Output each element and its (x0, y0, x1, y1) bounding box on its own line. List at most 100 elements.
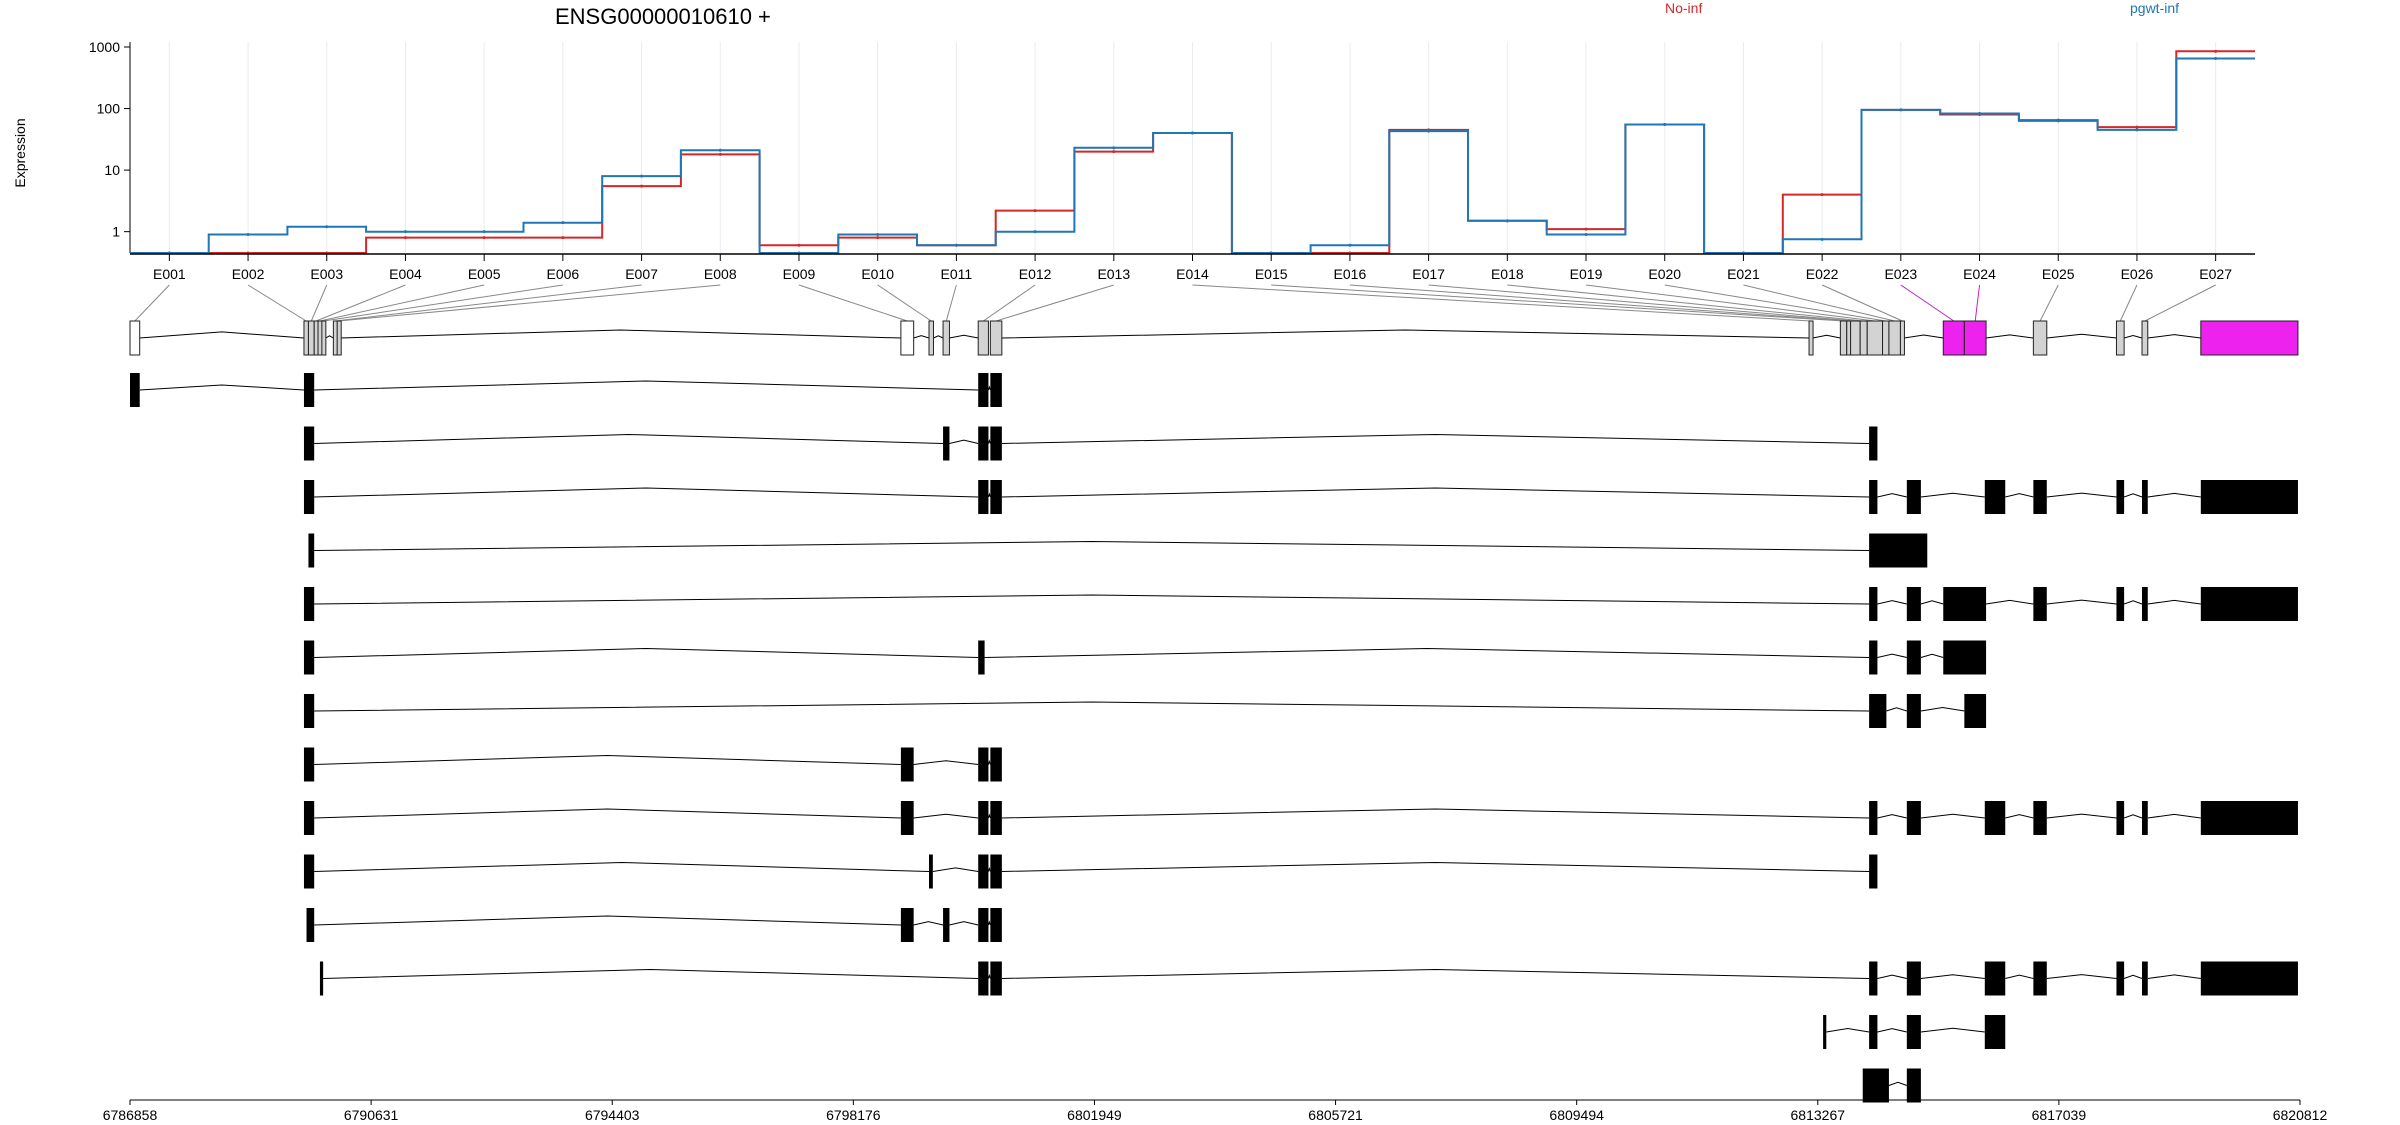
genomic-tick-label: 6809494 (1549, 1107, 1604, 1120)
x-tick-label: E017 (1412, 266, 1445, 282)
intron-line (1920, 492, 1985, 498)
intron-line (314, 540, 1870, 551)
transcript-exon (1906, 640, 1921, 675)
transcript-exon (990, 373, 1002, 407)
data-point (797, 243, 801, 247)
data-point (640, 174, 644, 178)
x-tick-label: E019 (1570, 266, 1603, 282)
exon-connector (1271, 284, 1844, 322)
transcript-exon (900, 801, 914, 835)
exon-connector (335, 284, 642, 322)
exon-connector (1743, 284, 1895, 322)
intron-line (314, 647, 979, 658)
x-tick-label: E027 (2199, 266, 2232, 282)
exon-connector (798, 284, 908, 322)
transcript-exon (978, 747, 989, 782)
data-point (1584, 227, 1588, 231)
transcript-exon (130, 373, 140, 407)
transcript-exon (1869, 694, 1887, 728)
transcript-exon (943, 426, 950, 461)
data-point (1112, 150, 1116, 154)
intron-line (1812, 334, 1841, 339)
data-point (2135, 128, 2139, 132)
chart-title: ENSG00000010610 + (555, 4, 771, 29)
exon-connector (1974, 284, 1981, 322)
vertical-gridlines (168, 42, 2217, 253)
data-point (561, 236, 565, 240)
transcript-exon (1869, 640, 1878, 675)
data-point (1663, 123, 1667, 127)
intron-line (987, 438, 991, 444)
transcript-exon (2033, 587, 2047, 621)
intron-line (949, 439, 979, 444)
transcript-exon (2200, 961, 2298, 996)
data-point (482, 236, 486, 240)
x-tick-label: E022 (1806, 266, 1839, 282)
x-tick-label: E005 (468, 266, 501, 282)
exon-box (2200, 320, 2299, 356)
intron-line (314, 808, 901, 819)
x-tick-label: E013 (1097, 266, 1130, 282)
x-tick-label: E003 (310, 266, 343, 282)
intron-line (314, 433, 944, 444)
transcript-exon (303, 373, 315, 407)
exon-connector (983, 284, 1036, 322)
intron-line (1888, 1081, 1907, 1086)
exon-box (307, 320, 315, 356)
exon-box (336, 320, 342, 356)
exon-connector (319, 284, 485, 322)
exon-box (989, 320, 1003, 356)
intron-line (2123, 814, 2143, 819)
intron-line (1877, 493, 1907, 498)
intron-line (987, 866, 991, 872)
exon-box (1963, 320, 1987, 356)
exon-map (129, 320, 2299, 356)
data-point (1899, 108, 1903, 112)
transcript-exon (2116, 961, 2125, 996)
transcript-exon (990, 961, 1002, 996)
transcript-exon (1984, 480, 2006, 514)
x-tick-label: E014 (1176, 266, 1209, 282)
intron-line (949, 334, 979, 339)
transcript-exon (303, 426, 315, 461)
intron-line (1920, 653, 1944, 658)
intron-line (913, 335, 930, 339)
transcript-exon (1869, 801, 1878, 835)
data-point (325, 225, 329, 229)
transcript-exon (990, 908, 1002, 942)
exon-box (928, 320, 934, 356)
transcript-5 (303, 587, 2298, 621)
transcript-exon (929, 854, 933, 889)
data-point (403, 236, 407, 240)
intron-line (340, 329, 901, 339)
transcript-exon (943, 908, 950, 942)
transcript-4 (308, 533, 1928, 568)
transcript-exon (978, 640, 985, 675)
transcript-exon (900, 747, 914, 782)
transcript-exon (1984, 961, 2006, 996)
y-axis: 1000 100 10 1 (89, 39, 131, 253)
intron-line (2005, 493, 2034, 498)
transcript-exon (1906, 1068, 1921, 1103)
exon-box (1850, 320, 1861, 356)
x-tick-label: E002 (232, 266, 265, 282)
transcript-exon (1906, 1015, 1921, 1049)
exon-connector (1821, 284, 1903, 322)
intron-line (1001, 968, 1870, 979)
exon-box (303, 320, 309, 356)
transcript-exon (978, 801, 989, 835)
intron-line (2046, 492, 2117, 498)
genomic-axis: 6786858 6790631 6794403 6798176 6801949 68057… (103, 1099, 2327, 1123)
transcript-exon (990, 426, 1002, 461)
intron-line (1877, 1028, 1907, 1033)
exon-box (1882, 320, 1890, 356)
x-tick-label: E007 (625, 266, 658, 282)
intron-line (933, 335, 944, 339)
transcript-10 (303, 854, 1878, 889)
exon-connector (1349, 284, 1849, 322)
exon-connector (877, 284, 932, 322)
exon-box (2141, 320, 2149, 356)
intron-line (314, 487, 979, 498)
